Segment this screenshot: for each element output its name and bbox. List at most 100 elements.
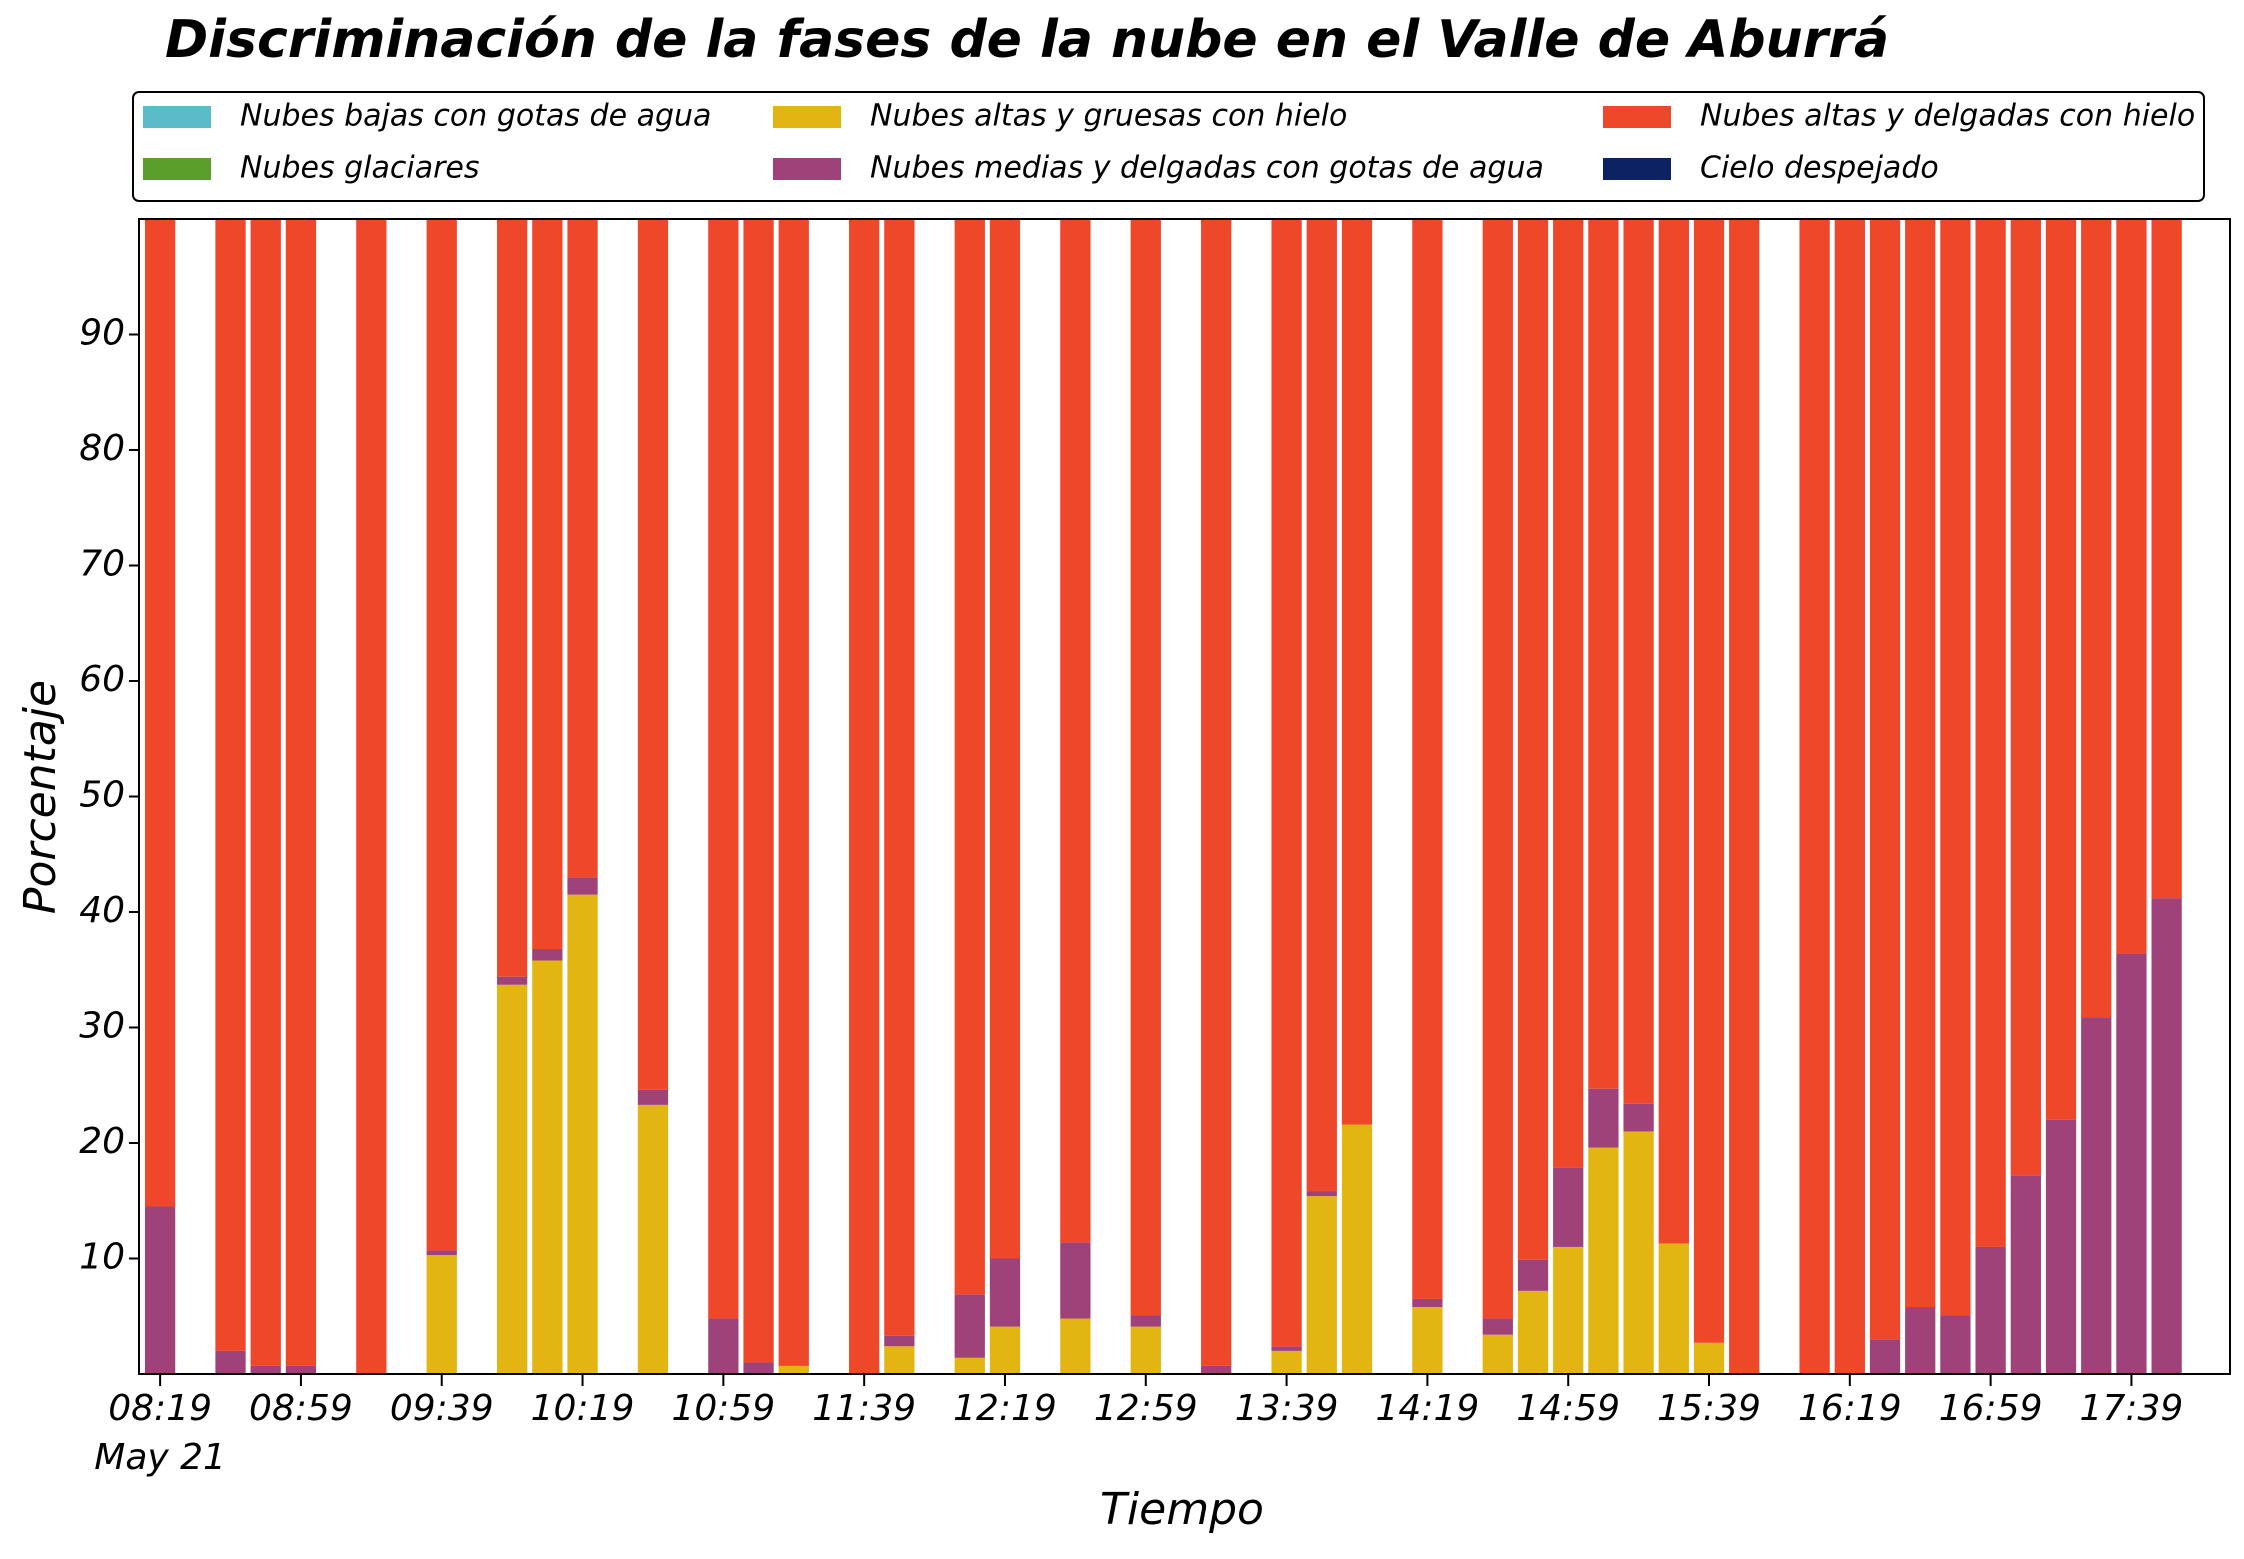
bar-segment — [1588, 1147, 1619, 1374]
bar-segment — [1834, 219, 1865, 1374]
bar-segment — [497, 219, 528, 977]
bar-segment — [1271, 1346, 1302, 1351]
x-tick-label: 10:19 — [531, 1388, 635, 1429]
bar-segment — [250, 219, 281, 1366]
y-tick-label: 20 — [79, 1121, 125, 1162]
bar-segment — [1271, 219, 1302, 1347]
bar-segment — [1517, 1259, 1549, 1291]
x-tick-label: 15:39 — [1657, 1388, 1761, 1429]
legend-swatch — [1603, 158, 1671, 180]
legend-swatch — [143, 106, 211, 128]
bar-segment — [2151, 219, 2182, 899]
bar-segment — [1412, 219, 1443, 1299]
y-axis-label: Porcentaje — [15, 680, 66, 914]
bar-segment — [708, 219, 739, 1319]
bar-segment — [1553, 219, 1584, 1168]
bar-segment — [1693, 219, 1725, 1343]
bar-segment — [954, 1357, 985, 1374]
bar-segment — [1975, 219, 2006, 1247]
y-tick-label: 90 — [79, 313, 125, 354]
bar-segment — [1306, 219, 1337, 1192]
x-tick-label: 14:59 — [1516, 1388, 1620, 1429]
x-tick-label: 12:59 — [1094, 1388, 1198, 1429]
bar-segment — [1130, 1315, 1161, 1327]
bar-segment — [1482, 219, 1513, 1319]
bar-segment — [1060, 1242, 1091, 1319]
bar-segment — [1060, 219, 1091, 1243]
bar-segment — [250, 1365, 281, 1374]
legend-label: Nubes altas y delgadas con hielo — [1700, 99, 2195, 134]
bar-segment — [954, 1294, 985, 1358]
x-tick-label: 08:19 — [108, 1388, 212, 1429]
bar-segment — [2151, 898, 2182, 1374]
x-tick-label: 10:59 — [671, 1388, 775, 1429]
legend-swatch — [143, 158, 211, 180]
bar-segment — [1693, 1342, 1725, 1374]
bar-segment — [2010, 219, 2041, 1176]
legend-label: Nubes glaciares — [240, 151, 480, 186]
bar-segment — [1729, 219, 1760, 1374]
bar-segment — [426, 1255, 457, 1374]
bar-segment — [1553, 1246, 1584, 1374]
bar-segment — [1553, 1167, 1584, 1247]
bar-segment — [778, 1365, 809, 1374]
bar-segment — [2045, 1119, 2077, 1374]
bar-segment — [778, 219, 809, 1366]
bar-segment — [1271, 1350, 1302, 1374]
bar-segment — [1869, 1339, 1901, 1374]
bar-segment — [989, 1258, 1021, 1327]
bar-segment — [1658, 219, 1689, 1244]
bar-segment — [2081, 219, 2112, 1018]
bar-segment — [144, 1206, 176, 1374]
bar-segment — [1905, 219, 1936, 1308]
x-tick-label: 12:19 — [953, 1388, 1057, 1429]
bar-segment — [1412, 1307, 1443, 1374]
x-axis-label: Tiempo — [1100, 1484, 1264, 1535]
bar-segment — [567, 219, 598, 878]
bar-segment — [532, 960, 563, 1374]
bar-segment — [567, 877, 598, 895]
bar-segment — [1905, 1307, 1936, 1374]
bar-segment — [1482, 1334, 1513, 1374]
bar-segment — [1623, 219, 1654, 1104]
bar-segment — [884, 219, 915, 1336]
bar-segment — [637, 1104, 669, 1374]
bar-segment — [2010, 1175, 2041, 1374]
bar-segment — [1940, 1315, 1971, 1374]
legend-label: Nubes altas y gruesas con hielo — [870, 99, 1347, 134]
bar-segment — [1799, 219, 1830, 1374]
x-tick-label: 08:59 — [249, 1388, 353, 1429]
bar-segment — [743, 219, 774, 1363]
y-tick-label: 10 — [79, 1237, 125, 1278]
bar-segment — [1412, 1298, 1443, 1308]
x-tick-label: 16:59 — [1939, 1388, 2043, 1429]
bar-segment — [426, 1250, 457, 1256]
plot-frame — [138, 218, 2231, 1375]
bar-segment — [2045, 219, 2077, 1120]
x-tick-label: 09:39 — [390, 1388, 494, 1429]
bar-segment — [743, 1362, 774, 1374]
bar-segment — [1482, 1318, 1513, 1335]
legend-swatch — [773, 106, 841, 128]
bar-segment — [497, 984, 528, 1374]
bar-segment — [356, 219, 387, 1374]
bar-segment — [1201, 1365, 1232, 1374]
bar-segment — [1623, 1103, 1654, 1132]
legend-label: Nubes bajas con gotas de agua — [240, 99, 711, 134]
bar-segment — [884, 1346, 915, 1374]
y-tick-label: 50 — [79, 775, 125, 816]
y-tick-label: 60 — [79, 659, 125, 700]
y-tick-label: 40 — [79, 890, 125, 931]
bar-segment — [989, 1326, 1021, 1374]
x-tick-label: 16:19 — [1798, 1388, 1902, 1429]
bar-segment — [1130, 219, 1161, 1316]
legend-label: Nubes medias y delgadas con gotas de agu… — [870, 151, 1544, 186]
bar-segment — [2116, 219, 2147, 954]
bar-segment — [708, 1318, 739, 1374]
y-tick-label: 70 — [79, 544, 125, 585]
bar-segment — [532, 948, 563, 961]
x-tick-label: 14:19 — [1376, 1388, 1480, 1429]
bar-segment — [1623, 1131, 1654, 1374]
